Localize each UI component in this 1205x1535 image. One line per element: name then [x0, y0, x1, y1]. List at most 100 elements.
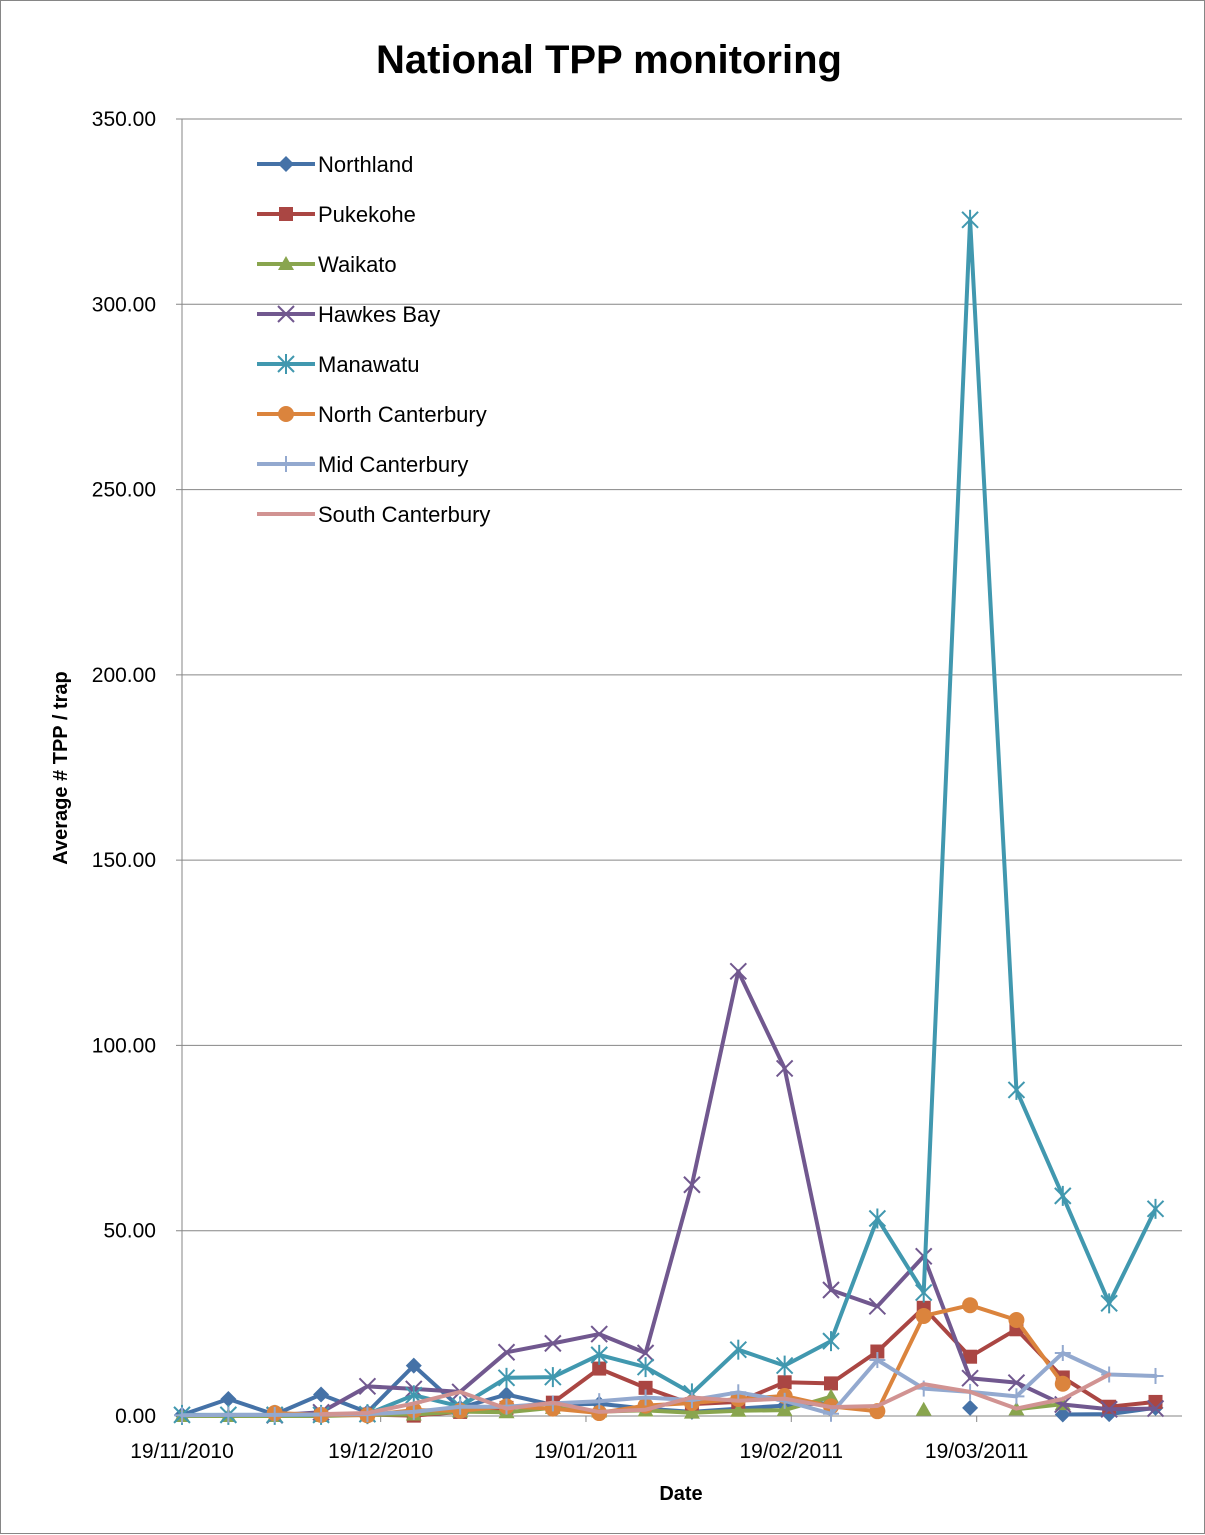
y-tick-label: 100.00 [92, 1034, 156, 1057]
data-point [729, 962, 747, 981]
x-tick-label: 19/11/2010 [130, 1440, 234, 1463]
data-point [277, 305, 295, 323]
data-point [729, 1339, 747, 1360]
legend-item: South Canterbury [257, 502, 490, 527]
gridlines [176, 118, 1182, 1417]
data-point [1054, 1375, 1071, 1392]
x-tick-label: 19/12/2010 [328, 1440, 433, 1463]
data-point [962, 1399, 979, 1416]
data-point [776, 1402, 793, 1417]
x-tick-label: 19/01/2011 [534, 1440, 638, 1463]
data-point [730, 1402, 747, 1417]
data-point [278, 456, 294, 472]
data-point [220, 1406, 237, 1423]
data-point [544, 1334, 562, 1353]
legend-label: Waikato [318, 252, 397, 277]
data-point [1100, 1293, 1118, 1314]
x-tick-label: 19/02/2011 [739, 1440, 843, 1463]
data-point [730, 1384, 747, 1401]
legend-label: Northland [318, 152, 413, 177]
series-south-canterbury [319, 1372, 1112, 1417]
data-point [961, 209, 979, 230]
data-point [775, 1355, 794, 1376]
data-point [1054, 1345, 1071, 1362]
data-point [590, 1325, 608, 1343]
y-axis: 0.00 50.00 100.00 150.00 200.00 250.00 300.00 3… [92, 108, 183, 1428]
legend-label: Mid Canterbury [318, 452, 468, 477]
data-point [1054, 1185, 1072, 1206]
legend-label: Hawkes Bay [318, 302, 440, 327]
data-point [1102, 1399, 1117, 1414]
series-line [319, 1372, 1112, 1417]
data-point [822, 1331, 840, 1352]
data-point [313, 1386, 330, 1403]
x-axis-title: Date [659, 1483, 702, 1505]
legend-item: Manawatu [257, 352, 420, 377]
data-point [777, 1375, 792, 1390]
data-point [590, 1344, 608, 1365]
data-point [1007, 1079, 1026, 1100]
data-point [823, 1388, 840, 1403]
y-tick-label: 250.00 [92, 479, 156, 502]
data-point [1100, 1400, 1118, 1419]
data-point [869, 1352, 886, 1369]
data-point [637, 1389, 654, 1406]
data-point [962, 1297, 979, 1314]
data-point [544, 1367, 562, 1388]
series-line [180, 217, 1158, 1417]
data-point [1008, 1388, 1025, 1405]
legend-label: South Canterbury [318, 502, 490, 527]
series-manawatu [173, 209, 1165, 1425]
data-point [591, 1393, 608, 1410]
data-point [278, 406, 294, 422]
data-point [358, 1377, 377, 1396]
legend-label: Pukekohe [318, 202, 416, 227]
data-point [1147, 1367, 1164, 1384]
data-point [1054, 1406, 1071, 1423]
data-point [1007, 1373, 1026, 1392]
data-point [1008, 1312, 1025, 1329]
data-point [963, 1349, 978, 1364]
data-point [824, 1376, 839, 1391]
data-point [636, 1344, 655, 1362]
legend-label: North Canterbury [318, 402, 487, 427]
data-point [870, 1344, 885, 1359]
data-point [915, 1282, 933, 1303]
data-point [683, 1404, 700, 1419]
legend-item: Mid Canterbury [257, 452, 468, 477]
series-line [272, 969, 1158, 1418]
legend-item: Northland [257, 152, 413, 177]
data-point [636, 1357, 655, 1378]
data-point [915, 1401, 932, 1416]
legend-item: Pukekohe [257, 202, 416, 227]
data-point [278, 156, 294, 172]
chart-title: National TPP monitoring [376, 38, 842, 82]
series-lines [173, 209, 1165, 1425]
y-tick-label: 300.00 [92, 293, 156, 316]
y-tick-label: 50.00 [103, 1220, 156, 1243]
legend-item: North Canterbury [257, 402, 487, 427]
data-point [1146, 1198, 1165, 1219]
data-point [683, 1176, 701, 1194]
x-axis: 19/11/2010 19/12/2010 19/01/2011 19/02/2011… [130, 1415, 1182, 1463]
data-point [174, 1407, 190, 1424]
y-tick-label: 350.00 [92, 108, 156, 131]
legend-label: Manawatu [318, 352, 420, 377]
y-tick-label: 150.00 [92, 849, 156, 872]
y-tick-label: 0.00 [115, 1405, 156, 1428]
series-hawkes-bay [266, 962, 1165, 1424]
data-point [220, 1390, 237, 1407]
data-point [961, 1369, 979, 1387]
data-point [868, 1297, 887, 1316]
data-point [405, 1357, 422, 1374]
data-point [592, 1361, 607, 1376]
data-point [915, 1307, 932, 1324]
data-point [452, 1398, 469, 1415]
y-axis-title: Average # TPP / trap [50, 671, 72, 864]
data-point [279, 207, 293, 221]
data-point [868, 1208, 887, 1229]
y-tick-label: 200.00 [92, 664, 156, 687]
data-point [1146, 1399, 1165, 1418]
